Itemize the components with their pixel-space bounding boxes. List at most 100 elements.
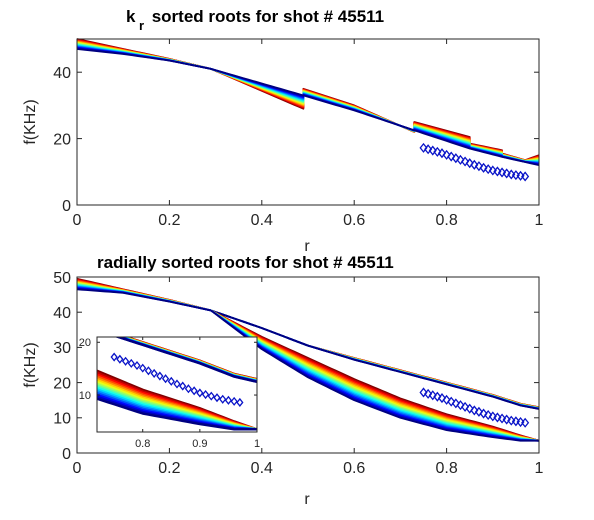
inset-x-tick-label: 0.9 [192, 438, 207, 450]
inset-diamond-marker [144, 366, 153, 376]
bottom-diamond-marker [419, 387, 428, 398]
top-title-subscript: r [139, 18, 144, 33]
bottom-diamond-marker [502, 414, 511, 425]
bottom-y-axis-ticks: 0 10 20 30 40 50 [53, 270, 539, 463]
bottom-upper-root-band [76, 277, 540, 410]
bottom-diamond-marker [507, 415, 516, 426]
bottom-lower-line [210, 309, 540, 442]
bottom-lower-line [210, 309, 539, 442]
inset-diamond-marker [219, 394, 227, 404]
top-diamond-marker [442, 149, 451, 160]
inset-diamond-marker [190, 386, 198, 396]
bottom-y-tick-label: 20 [53, 375, 71, 392]
bottom-x-tick-label: 0.6 [343, 460, 365, 477]
bottom-diamond-marker [437, 393, 447, 404]
inset-axes-box [96, 336, 258, 433]
bottom-diamond-marker [465, 403, 474, 414]
top-diamond-marker [465, 158, 474, 169]
top-x-tick-label: 0.4 [251, 212, 273, 229]
bottom-x-tick-label: 0.8 [435, 460, 457, 477]
bottom-diamond-marker [428, 390, 437, 401]
bottom-upper-line [76, 288, 540, 410]
top-diamond-marker [507, 169, 516, 180]
bottom-diamond-marker [493, 412, 502, 423]
top-x-tick-label: 0.2 [158, 212, 180, 229]
bottom-y-tick-label: 30 [53, 340, 71, 357]
bottom-diamond-marker [451, 398, 460, 409]
bottom-diamond-marker [470, 405, 479, 416]
inset-lower-line [97, 397, 257, 431]
top-diamond-marker [433, 146, 442, 157]
bottom-diamond-marker [511, 416, 520, 427]
inset-measured-markers [110, 352, 244, 407]
bottom-lower-line [210, 309, 540, 442]
zoom-inset: 0.8 0.9 1 10 20 [79, 336, 260, 450]
top-diamond-marker [479, 162, 488, 173]
inset-x-tick-label: 0.8 [135, 438, 150, 450]
bottom-lower-line [210, 309, 540, 442]
top-diamond-marker [511, 170, 520, 181]
top-root-line [76, 44, 540, 163]
top-diamond-marker [484, 164, 493, 175]
bottom-x-tick-label: 0.2 [158, 460, 180, 477]
inset-y-axis-ticks: 10 20 [79, 337, 257, 402]
inset-diamond-marker [224, 395, 233, 405]
bottom-diamond-marker [479, 408, 488, 419]
inset-diamond-marker [173, 379, 181, 389]
top-y-tick-label: 20 [53, 131, 71, 148]
inset-root-bands [97, 337, 257, 431]
bottom-diamond-marker [484, 409, 493, 421]
top-x-tick-label: 1 [535, 212, 544, 229]
inset-diamond-marker [133, 360, 141, 371]
bottom-lower-line [210, 309, 540, 442]
top-diamond-marker [428, 145, 437, 156]
top-measured-markers [419, 142, 530, 182]
top-diamond-marker [419, 142, 428, 153]
top-root-line [76, 46, 540, 165]
bottom-diamond-marker [498, 413, 507, 424]
top-axes-box [76, 38, 540, 206]
inset-diamond-marker [230, 396, 238, 406]
inset-diamond-marker [116, 354, 124, 364]
inset-diamond-marker [127, 358, 135, 368]
bottom-diamond-marker [424, 388, 433, 399]
bottom-diamond-marker [447, 396, 456, 407]
bottom-lower-line [210, 309, 540, 442]
bottom-lower-line [210, 309, 540, 442]
inset-diamond-marker [201, 389, 210, 400]
top-diamond-marker [498, 167, 507, 178]
inset-diamond-marker [196, 388, 204, 398]
inset-diamond-marker [184, 384, 193, 394]
inset-diamond-marker [139, 363, 147, 373]
bottom-axes-box [76, 276, 540, 454]
top-diamond-marker [516, 170, 525, 181]
bottom-x-tick-label: 1 [535, 460, 544, 477]
bottom-diamond-marker [461, 401, 470, 412]
bottom-y-tick-label: 50 [53, 270, 71, 287]
inset-upper-line [114, 337, 257, 384]
top-diamond-marker [493, 166, 502, 177]
bottom-x-tick-label: 0 [73, 460, 82, 477]
inset-diamond-marker [207, 391, 215, 401]
top-root-line [76, 47, 540, 166]
bottom-title: radially sorted roots for shot # 45511 [97, 253, 394, 272]
top-root-line [76, 46, 540, 165]
bottom-diamond-marker [516, 416, 525, 428]
bottom-x-tick-label: 0.4 [251, 460, 273, 477]
bottom-diamond-marker [488, 411, 497, 422]
inset-x-tick-label: 1 [254, 438, 260, 450]
inset-diamond-marker [156, 371, 164, 381]
top-diamond-marker [488, 165, 497, 176]
top-diamond-marker [470, 159, 479, 170]
bottom-y-tick-label: 0 [62, 446, 71, 463]
inset-y-tick-label: 20 [79, 337, 91, 349]
bottom-lower-line [210, 309, 540, 442]
top-y-axis-label: f(KHz) [22, 99, 39, 144]
bottom-subplot: radially sorted roots for shot # 45511 0… [22, 253, 544, 508]
inset-diamond-marker [236, 397, 244, 407]
bottom-diamond-marker [456, 400, 465, 411]
inset-diamond-marker [150, 368, 158, 378]
inset-diamond-marker [121, 356, 130, 366]
bottom-lower-line [210, 309, 540, 442]
inset-diamond-marker [179, 381, 187, 391]
